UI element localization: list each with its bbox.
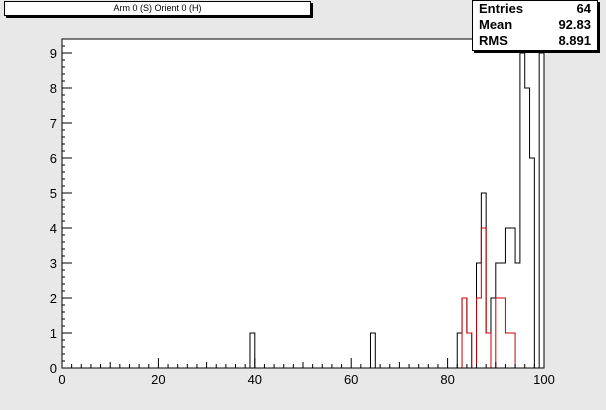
axis-layer: 0 20 40 60 80 100 0 1 2 3 4 5 6 7 8 9 xyxy=(50,39,555,387)
stats-mean-value: 92.83 xyxy=(558,17,591,32)
plot-frame xyxy=(61,38,545,369)
stats-entries-value: 64 xyxy=(576,1,591,16)
x-tick-label-100: 100 xyxy=(533,372,555,387)
y-tick-label-7: 7 xyxy=(50,116,57,131)
stats-rms-value: 8.891 xyxy=(558,33,591,48)
y-tick-label-8: 8 xyxy=(50,81,57,96)
y-tick-label-6: 6 xyxy=(50,151,57,166)
x-tick-label-20: 20 xyxy=(151,372,165,387)
stats-entries-label: Entries xyxy=(479,1,524,16)
x-tick-label-80: 80 xyxy=(440,372,454,387)
x-tick-label-40: 40 xyxy=(248,372,262,387)
stats-rms-row: RMS 8.891 xyxy=(479,33,591,49)
y-tick-label-0: 0 xyxy=(50,361,57,376)
x-tick-label-0: 0 xyxy=(58,372,65,387)
y-tick-label-4: 4 xyxy=(50,221,57,236)
stats-rms-label: RMS xyxy=(479,33,508,48)
stats-mean-row: Mean 92.83 xyxy=(479,17,591,33)
y-tick-label-9: 9 xyxy=(50,46,57,61)
stats-mean-label: Mean xyxy=(479,17,513,32)
y-tick-label-5: 5 xyxy=(50,186,57,201)
histogram-title: Arm 0 (S) Orient 0 (H) xyxy=(4,1,311,16)
y-tick-label-2: 2 xyxy=(50,291,57,306)
y-tick-label-3: 3 xyxy=(50,256,57,271)
y-tick-label-1: 1 xyxy=(50,326,57,341)
stats-box: Entries 64 Mean 92.83 RMS 8.891 xyxy=(472,0,598,51)
stats-entries-row: Entries 64 xyxy=(479,1,591,17)
x-tick-label-60: 60 xyxy=(344,372,358,387)
